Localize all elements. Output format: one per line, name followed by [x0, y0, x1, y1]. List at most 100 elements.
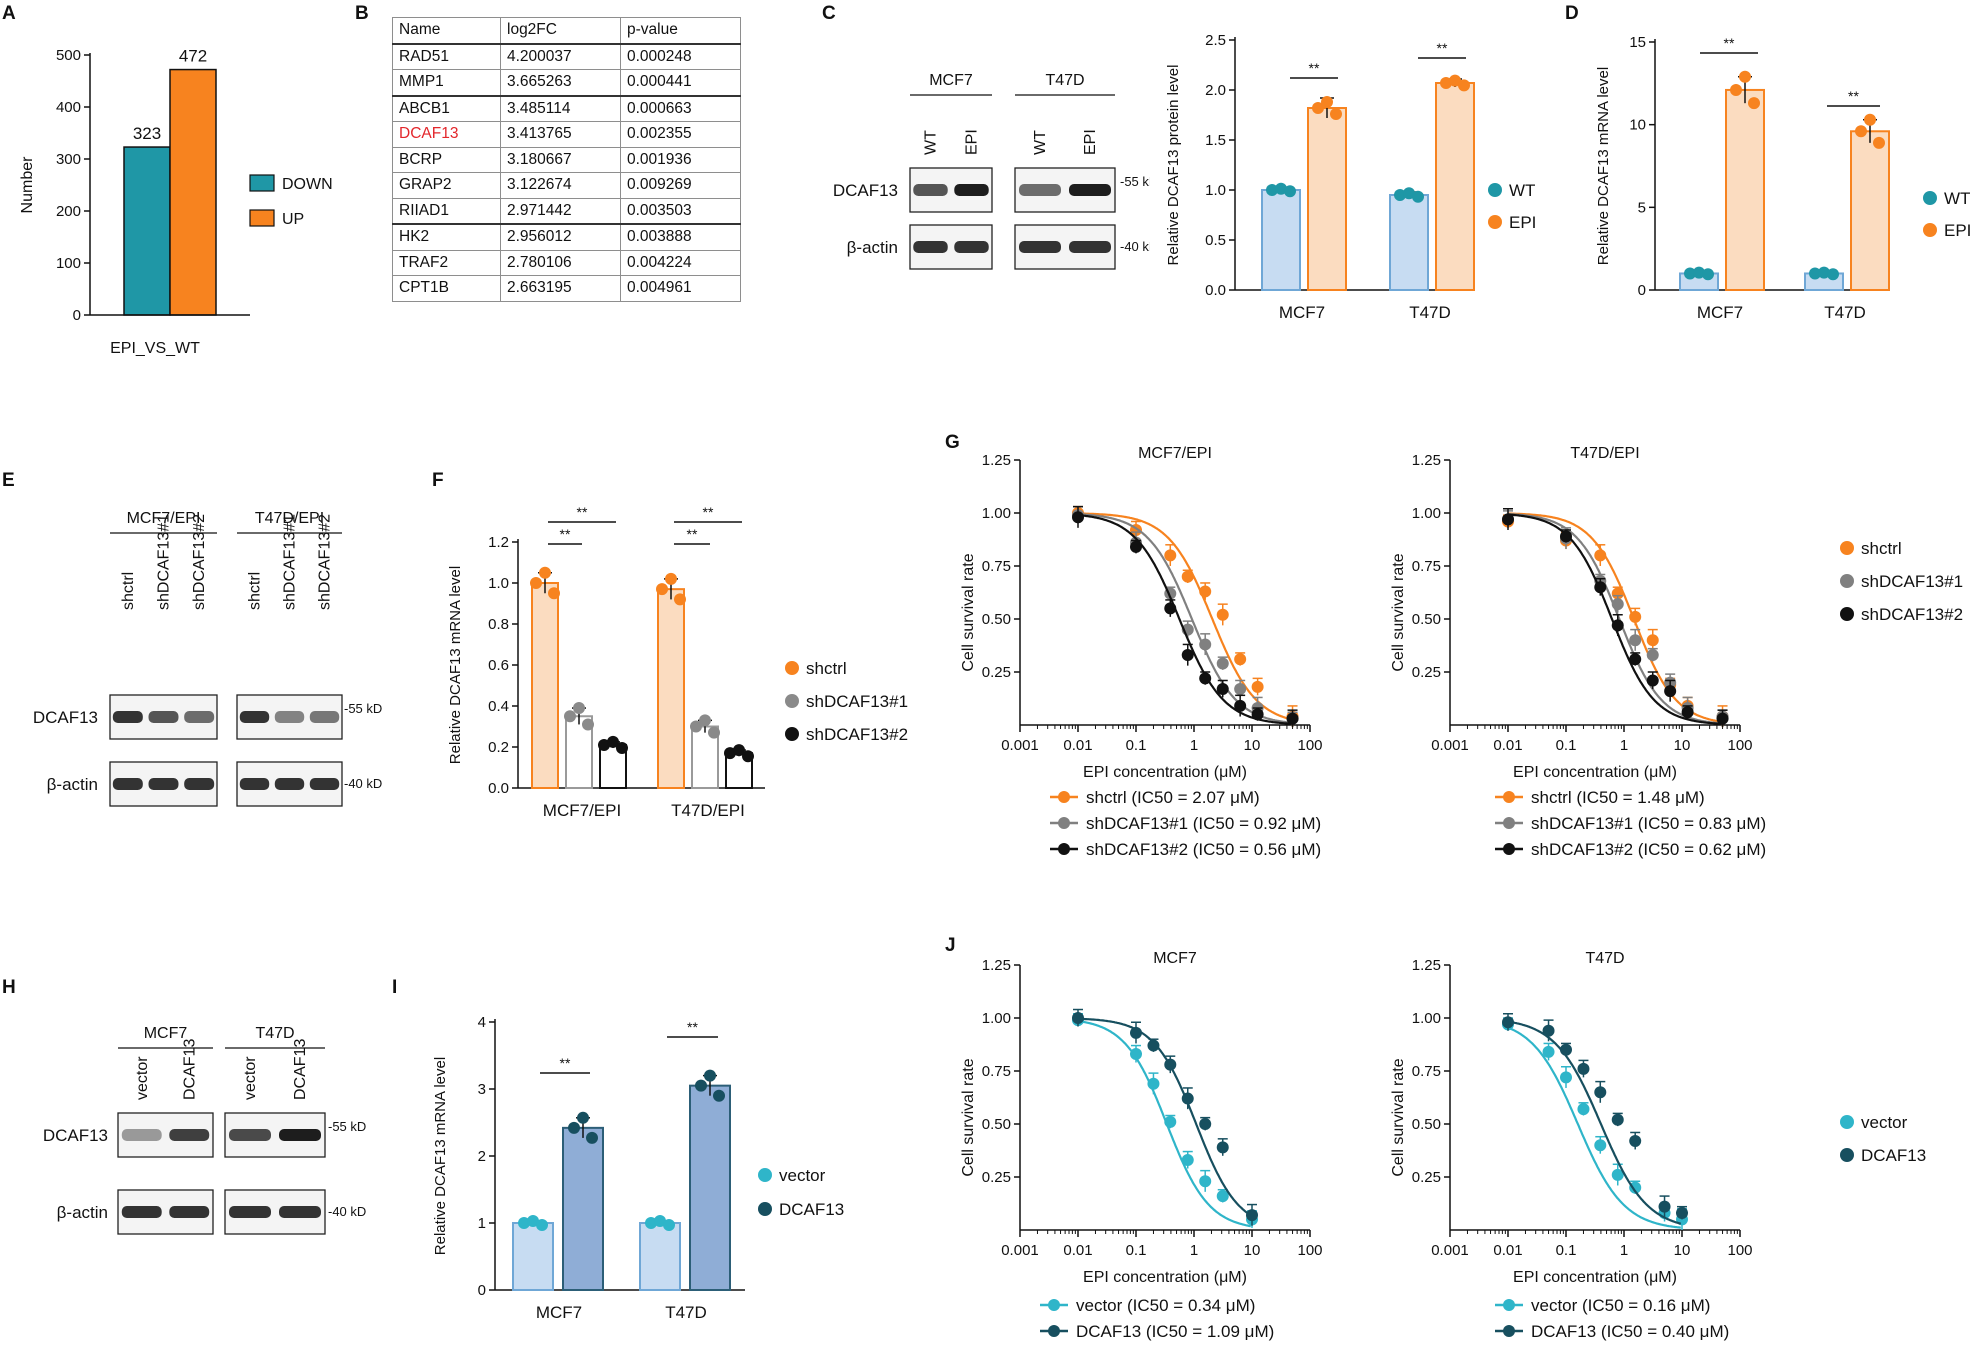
blot-lane-label: WT: [923, 130, 940, 155]
legend-marker: [1840, 541, 1854, 555]
y-tick-label: 1.5: [1205, 132, 1226, 149]
y-tick-label: 0.75: [1412, 558, 1441, 575]
x-axis-title: EPI concentration (μM): [1513, 764, 1677, 781]
data-point: [1234, 682, 1247, 695]
legend-marker: [1503, 817, 1515, 829]
x-tick-label: 0.1: [1126, 1242, 1147, 1259]
panel-label-i: I: [392, 977, 398, 998]
western-blot-e: MCF7/EPI T47D/EPI shctrl shDCAF13#1 shDCAF13…: [33, 510, 382, 807]
blot-lane-label: shctrl: [247, 572, 264, 610]
data-point: [1611, 598, 1624, 611]
data-point: [704, 1069, 716, 1082]
blot-group-label: MCF7: [144, 1025, 188, 1042]
blot-group-label: T47D: [255, 1025, 294, 1042]
legend-label: shDCAF13#1 (IC50 = 0.83 μM): [1531, 814, 1766, 833]
data-point: [616, 742, 628, 755]
legend-marker: [1503, 791, 1515, 803]
x-tick-label: 0.1: [1126, 737, 1147, 754]
data-point: [1449, 74, 1461, 87]
significance-label: **: [1848, 88, 1859, 104]
data-point: [1412, 190, 1424, 203]
blot-lane-label: EPI: [1082, 129, 1099, 155]
blot-band: [148, 711, 179, 723]
bar-epi: [1725, 88, 1765, 291]
y-tick-label: 1.25: [982, 452, 1011, 469]
data-point: [1560, 1071, 1572, 1084]
data-point: [1216, 657, 1229, 670]
legend-label: vector: [779, 1166, 826, 1185]
data-point: [1147, 1039, 1160, 1052]
table-cell: 0.000663: [620, 95, 741, 122]
data-point: [1199, 638, 1212, 651]
data-point: [1251, 708, 1264, 721]
legend-marker: [758, 1168, 772, 1182]
x-category-label: T47D: [1824, 303, 1866, 322]
data-point: [1164, 602, 1177, 615]
data-point: [1611, 619, 1624, 632]
blot-band: [229, 1206, 271, 1218]
y-tick-label: 200: [56, 203, 81, 220]
blot-band: [239, 711, 270, 723]
table-cell: 3.665263: [500, 69, 621, 97]
data-point: [1809, 267, 1821, 280]
fit-curve-shdcaf13-2: [1507, 513, 1722, 725]
legend-marker: [1488, 215, 1502, 229]
bar-shctrl: [657, 588, 685, 790]
legend-label: DCAF13: [1861, 1146, 1926, 1165]
chart-i-bar: 0 1 2 3 4 Relative DCAF13 mRNA level MCF7 T47D *…: [432, 1014, 844, 1322]
significance-label: **: [560, 526, 571, 542]
y-tick-label: 1.00: [1412, 1010, 1441, 1027]
data-point: [1216, 682, 1229, 695]
chart-d-bar: 0 5 10 15 Relative DCAF13 mRNA level MCF7 T47D…: [1595, 34, 1971, 322]
data-point: [1234, 699, 1247, 712]
fit-curve-dcaf13: [1078, 1017, 1252, 1217]
bar-vector: [639, 1222, 681, 1291]
legend-label: shDCAF13#1: [1861, 572, 1963, 591]
legend-marker: [1488, 183, 1502, 197]
y-tick-label: 1.0: [488, 575, 509, 592]
data-point: [724, 747, 736, 760]
legend-marker: [1923, 223, 1937, 237]
x-axis-title: EPI_VS_WT: [110, 340, 200, 357]
significance-label: **: [560, 1055, 571, 1071]
blot-lane-label: DCAF13: [292, 1039, 309, 1100]
data-point: [1181, 570, 1194, 583]
data-point: [1611, 1168, 1624, 1181]
legend-label: shDCAF13#1: [806, 692, 908, 711]
y-tick-label: 2.5: [1205, 32, 1226, 49]
legend-label: shctrl: [1861, 539, 1902, 558]
data-point: [582, 718, 594, 731]
data-point: [654, 1214, 666, 1227]
data-point: [1321, 96, 1333, 108]
y-tick-label: 2.0: [1205, 82, 1226, 99]
bar-epi: [1435, 82, 1475, 291]
panel-label-f: F: [432, 470, 444, 491]
legend-label: shDCAF13#2: [806, 725, 908, 744]
y-tick-label: 1: [478, 1215, 486, 1232]
table-cell: 0.002355: [620, 121, 741, 148]
data-point: [1629, 634, 1642, 647]
significance-label: **: [1724, 35, 1735, 51]
x-tick-label: 1: [1620, 1242, 1628, 1259]
data-point: [663, 1219, 675, 1232]
fit-curve-shctrl: [1078, 512, 1292, 721]
panel-label-j: J: [945, 935, 956, 956]
x-tick-label: 10: [1674, 1242, 1691, 1259]
y-tick-label: 0.50: [1412, 1116, 1441, 1133]
data-point: [1542, 1024, 1555, 1037]
legend-label: DCAF13: [779, 1200, 844, 1219]
y-axis-title: Cell survival rate: [960, 1058, 977, 1176]
chart-c-bar: 0.0 0.5 1.0 1.5 2.0 2.5 Relative DCAF13 protei…: [1165, 32, 1536, 322]
legend-marker: [1503, 1299, 1515, 1311]
data-point: [1130, 540, 1142, 553]
data-point: [1693, 266, 1705, 279]
legend-label: vector: [1861, 1113, 1908, 1132]
blot-marker-label: -40 kD: [328, 1204, 366, 1219]
bar-epi: [1850, 130, 1890, 291]
significance-label: **: [577, 504, 588, 520]
y-axis-title: Relative DCAF13 mRNA level: [432, 1057, 449, 1255]
table-row: GRAP2 3.122674 0.009269: [392, 172, 741, 199]
y-axis-title: Cell survival rate: [960, 553, 977, 671]
x-tick-label: 100: [1297, 1242, 1322, 1259]
table-cell: 3.413765: [500, 121, 621, 148]
